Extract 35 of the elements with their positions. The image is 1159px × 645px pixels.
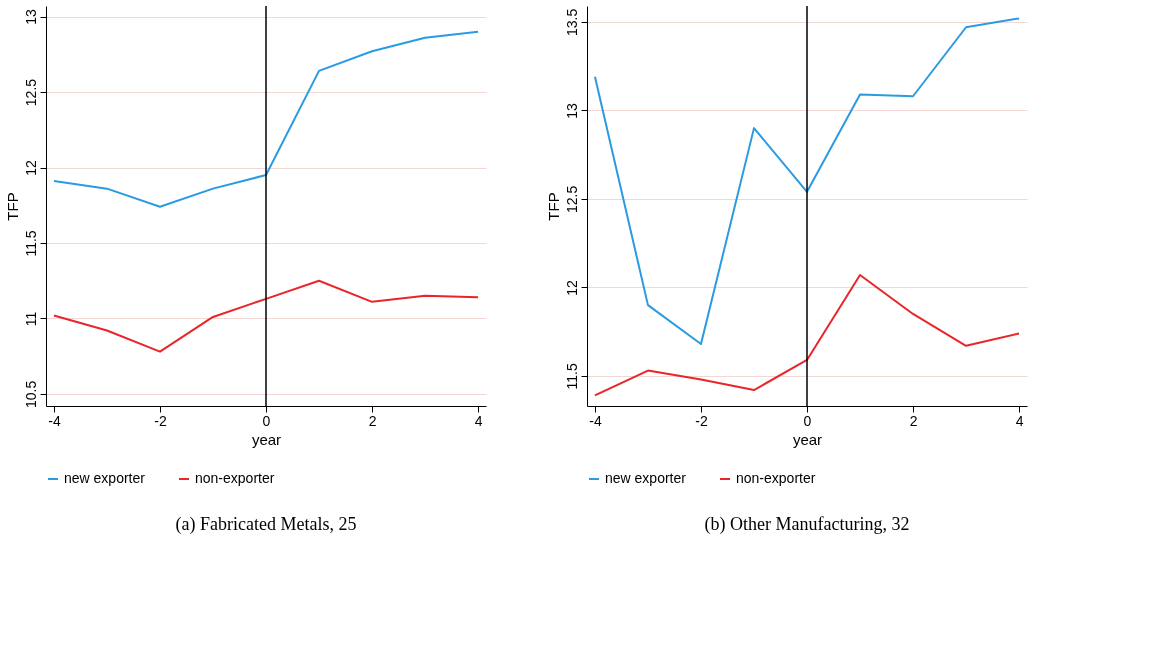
x-tick-label: -4	[589, 412, 602, 429]
y-tick-label: 13	[563, 102, 580, 119]
x-tick-label: -4	[48, 412, 61, 429]
y-axis-title: TFP	[544, 192, 562, 221]
line-series	[52, 279, 480, 353]
legend-label: non-exporter	[736, 470, 816, 486]
line-series	[52, 30, 480, 208]
x-tick-label: 0	[262, 412, 271, 429]
legend-label: new exporter	[64, 470, 146, 486]
y-tick-label: 13.5	[563, 8, 580, 37]
y-tick-label: 12.5	[563, 185, 580, 214]
legend-label: non-exporter	[195, 470, 275, 486]
x-tick-label: -2	[154, 412, 167, 429]
x-tick-label: -2	[695, 412, 708, 429]
x-axis-title: year	[792, 430, 823, 448]
y-axis-title: TFP	[3, 192, 21, 221]
line-series	[593, 17, 1021, 346]
y-tick-label: 13	[22, 9, 39, 25]
x-tick-label: 4	[474, 412, 483, 429]
text: (b) Other Manufacturing, 32	[704, 514, 910, 535]
y-tick-label: 12	[22, 160, 39, 176]
x-tick-label: 0	[803, 412, 812, 429]
line-series	[593, 274, 1021, 397]
y-tick-label: 11.5	[22, 230, 39, 257]
x-axis-title: year	[251, 430, 282, 448]
y-tick-label: 12	[563, 279, 580, 296]
y-tick-label: 11	[22, 311, 39, 327]
x-tick-label: 2	[368, 412, 377, 429]
x-tick-label: 4	[1015, 412, 1024, 429]
y-tick-label: 12.5	[22, 78, 39, 107]
y-tick-label: 10.5	[22, 380, 39, 409]
legend-label: new exporter	[605, 470, 687, 486]
x-tick-label: 2	[909, 412, 918, 429]
y-tick-label: 11.5	[563, 363, 580, 390]
text: (a) Fabricated Metals, 25	[175, 514, 357, 535]
